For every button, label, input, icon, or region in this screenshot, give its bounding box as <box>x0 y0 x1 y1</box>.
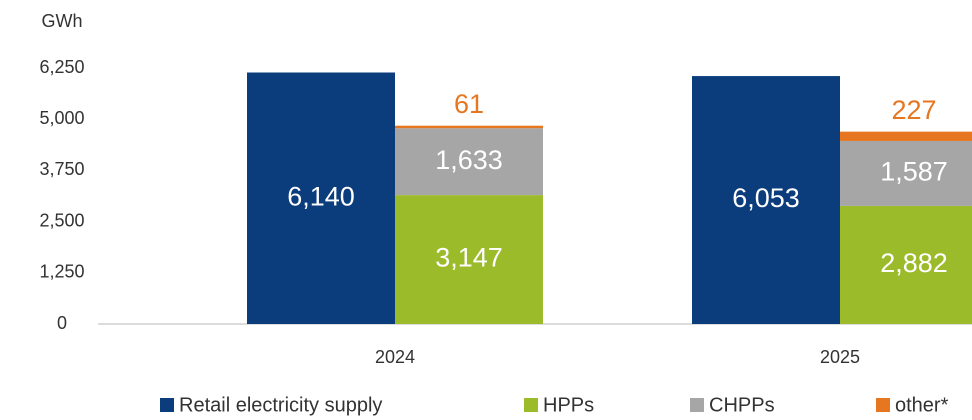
y-tick-label: 6,250 <box>39 57 84 77</box>
legend-swatch <box>524 398 538 412</box>
value-label: 3,147 <box>435 243 503 273</box>
legend-swatch <box>876 398 890 412</box>
value-label: 2,882 <box>880 248 948 278</box>
legend-label: Retail electricity supply <box>179 394 382 416</box>
value-label: 6,053 <box>732 183 800 213</box>
bar-segment <box>395 128 543 196</box>
bar-segment <box>840 131 972 141</box>
bar-segment <box>840 140 972 206</box>
y-tick-label: 3,750 <box>39 159 84 179</box>
y-tick-label: 2,500 <box>39 210 84 230</box>
bar <box>247 72 395 324</box>
legend-label: other* <box>895 394 949 416</box>
legend-label: HPPs <box>543 394 594 416</box>
y-tick-label: 1,250 <box>39 262 84 282</box>
value-label: 6,140 <box>287 181 355 211</box>
y-tick-label: 5,000 <box>39 108 84 128</box>
y-axis-label: GWh <box>41 11 82 31</box>
value-label: 1,633 <box>435 145 503 175</box>
bar-segment <box>840 205 972 324</box>
value-label: 61 <box>454 89 484 119</box>
legend-swatch <box>160 398 174 412</box>
x-tick-label: 2025 <box>820 347 860 367</box>
value-label: 227 <box>891 95 936 125</box>
bar-segment <box>395 125 543 129</box>
legend-swatch <box>690 398 704 412</box>
x-tick-label: 2024 <box>375 347 415 367</box>
bar <box>692 76 840 324</box>
y-tick-label: 0 <box>57 313 67 333</box>
value-label: 1,587 <box>880 157 948 187</box>
bar-segment <box>395 195 543 324</box>
legend-label: CHPPs <box>709 394 775 416</box>
